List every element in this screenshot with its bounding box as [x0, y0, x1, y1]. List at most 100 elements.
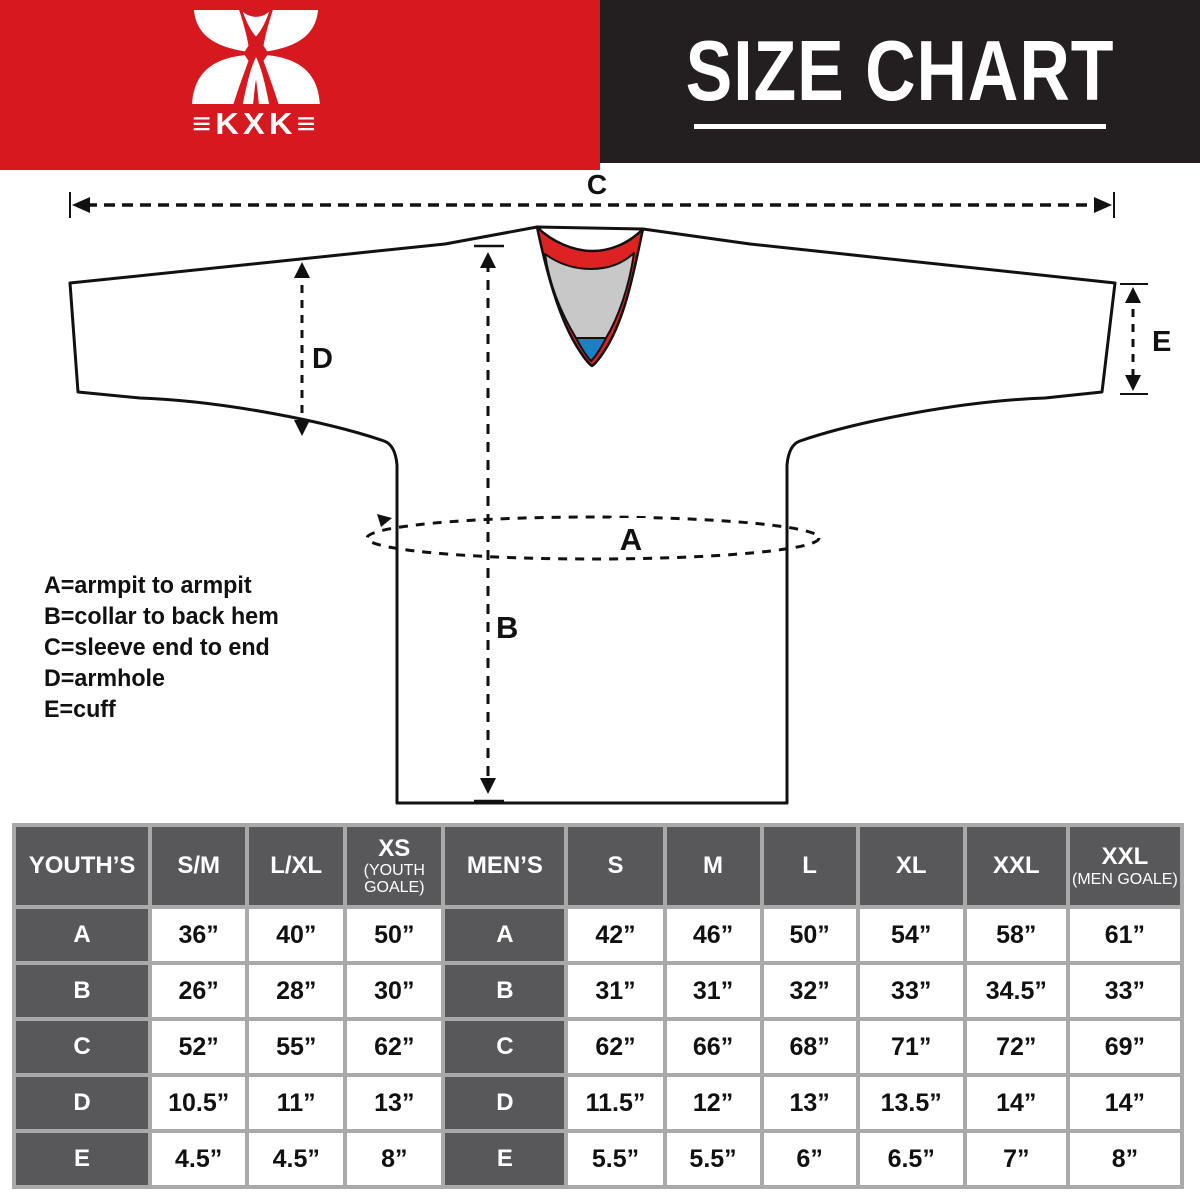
men-col-s: S: [568, 827, 663, 905]
header-black-band: SIZE CHART: [600, 0, 1200, 163]
youth-row-key: D: [16, 1077, 149, 1129]
measure-label-c: C: [587, 170, 607, 200]
men-row-key: E: [445, 1133, 565, 1185]
table-cell: 54”: [859, 909, 963, 961]
youth-goalie-sub: (YOUTH GOALE): [363, 862, 425, 897]
measure-d-arrowhead-top: [294, 262, 310, 278]
youth-row-key: E: [16, 1133, 149, 1185]
youth-row-key: C: [16, 1021, 149, 1073]
table-cell: 14”: [1069, 1077, 1180, 1129]
brand-logo: ≡KXK≡: [128, 10, 384, 142]
table-row-a: A 36” 40” 50” A 42” 46” 50” 54” 58” 61”: [16, 909, 1180, 961]
measure-a-arrowhead: [377, 514, 392, 527]
measure-label-d: D: [312, 343, 333, 375]
jersey-measurement-drawing: C D E A B: [68, 169, 1171, 805]
table-cell: 52”: [152, 1021, 246, 1073]
men-row-key: A: [445, 909, 565, 961]
table-cell: 32”: [763, 965, 856, 1017]
table-cell: 34.5”: [966, 965, 1066, 1017]
youth-row-key: B: [16, 965, 149, 1017]
table-cell: 42”: [568, 909, 663, 961]
jersey-outline: [68, 225, 1117, 805]
measure-label-b: B: [496, 610, 518, 645]
table-header-row: YOUTH’S S/M L/XL XS (YOUTH GOALE) MEN’S S…: [16, 827, 1180, 905]
table-cell: 50”: [763, 909, 856, 961]
table-cell: 46”: [666, 909, 760, 961]
table-cell: 33”: [859, 965, 963, 1017]
size-table: YOUTH’S S/M L/XL XS (YOUTH GOALE) MEN’S S…: [12, 823, 1184, 1189]
youth-col-sm: S/M: [152, 827, 246, 905]
measure-b-arrowhead-top: [480, 252, 496, 268]
table-cell: 69”: [1069, 1021, 1180, 1073]
table-cell: 8”: [1069, 1133, 1180, 1185]
table-cell: 62”: [347, 1021, 442, 1073]
legend-line-b: B=collar to back hem: [44, 603, 279, 630]
table-cell: 13.5”: [859, 1077, 963, 1129]
measure-e-arrowhead-top: [1125, 287, 1141, 303]
page-title: SIZE CHART: [685, 23, 1115, 120]
men-header: MEN’S: [445, 827, 565, 905]
table-cell: 6”: [763, 1133, 856, 1185]
table-cell: 11”: [249, 1077, 344, 1129]
table-cell: 66”: [666, 1021, 760, 1073]
table-cell: 61”: [1069, 909, 1180, 961]
collar-blue-insert: [575, 337, 607, 362]
table-cell: 11.5”: [568, 1077, 663, 1129]
measure-legend: A=armpit to armpit B=collar to back hem …: [44, 570, 286, 725]
measure-a-label-backing: [610, 518, 652, 556]
table-cell: 68”: [763, 1021, 856, 1073]
table-cell: 10.5”: [152, 1077, 246, 1129]
kxk-emblem-icon: [192, 10, 320, 104]
table-cell: 5.5”: [568, 1133, 663, 1185]
men-goalie-sub: (MEN GOALE): [1072, 870, 1178, 888]
men-row-key: C: [445, 1021, 565, 1073]
table-cell: 30”: [347, 965, 442, 1017]
men-col-l: L: [763, 827, 856, 905]
table-cell: 33”: [1069, 965, 1180, 1017]
table-cell: 12”: [666, 1077, 760, 1129]
table-row-e: E 4.5” 4.5” 8” E 5.5” 5.5” 6” 6.5” 7” 8”: [16, 1133, 1180, 1185]
measure-label-a: A: [620, 522, 642, 557]
table-cell: 8”: [347, 1133, 442, 1185]
measure-b-arrowhead-bottom: [480, 778, 496, 794]
brand-wordmark: ≡KXK≡: [122, 106, 391, 142]
measure-label-e: E: [1152, 326, 1171, 358]
table-cell: 71”: [859, 1021, 963, 1073]
table-cell: 50”: [347, 909, 442, 961]
measure-e-arrowhead-bottom: [1125, 375, 1141, 391]
measure-c-arrowhead-left: [72, 197, 90, 213]
legend-line-d: D=armhole: [44, 665, 165, 692]
table-cell: 5.5”: [666, 1133, 760, 1185]
measure-d-arrowhead-bottom: [294, 420, 310, 436]
table-cell: 14”: [966, 1077, 1066, 1129]
youth-goalie-main: XS: [378, 834, 411, 862]
title-underline: [694, 124, 1106, 129]
table-cell: 62”: [568, 1021, 663, 1073]
table-cell: 13”: [763, 1077, 856, 1129]
legend-line-e: E=cuff: [44, 696, 116, 723]
jersey-diagram: C D E A B A=arm: [0, 169, 1200, 823]
table-cell: 7”: [966, 1133, 1066, 1185]
table-cell: 6.5”: [859, 1133, 963, 1185]
collar-inner-gray: [544, 252, 635, 339]
table-cell: 58”: [966, 909, 1066, 961]
table-cell: 72”: [966, 1021, 1066, 1073]
table-cell: 31”: [666, 965, 760, 1017]
men-col-m: M: [666, 827, 760, 905]
brand-name: KXK: [215, 106, 297, 141]
youth-col-lxl: L/XL: [249, 827, 344, 905]
table-cell: 31”: [568, 965, 663, 1017]
table-cell: 13”: [347, 1077, 442, 1129]
table-cell: 28”: [249, 965, 344, 1017]
youth-header: YOUTH’S: [16, 827, 149, 905]
legend-line-a: A=armpit to armpit: [44, 572, 252, 599]
brand-mark-left: ≡: [192, 106, 216, 141]
men-col-goalie: XXL (MEN GOALE): [1069, 827, 1180, 905]
table-cell: 26”: [152, 965, 246, 1017]
table-row-c: C 52” 55” 62” C 62” 66” 68” 71” 72” 69”: [16, 1021, 1180, 1073]
table-row-d: D 10.5” 11” 13” D 11.5” 12” 13” 13.5” 14…: [16, 1077, 1180, 1129]
table-cell: 4.5”: [249, 1133, 344, 1185]
table-cell: 55”: [249, 1021, 344, 1073]
measure-c-arrowhead-right: [1094, 197, 1112, 213]
